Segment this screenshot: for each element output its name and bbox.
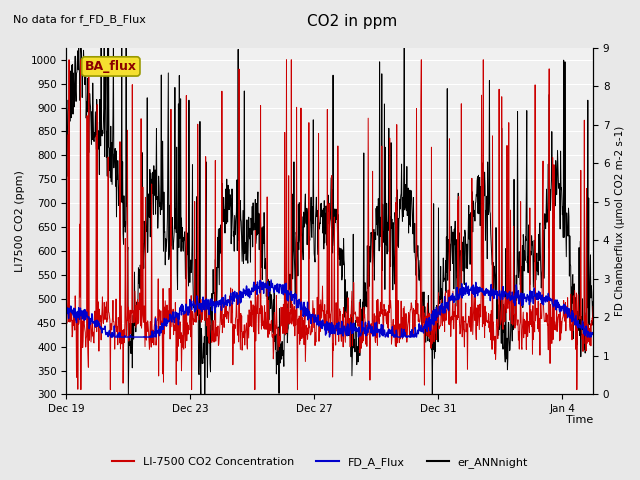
Y-axis label: FD Chamberflux (μmol CO2 m-2 s-1): FD Chamberflux (μmol CO2 m-2 s-1) [615, 126, 625, 316]
Text: No data for f_FD_B_Flux: No data for f_FD_B_Flux [13, 14, 146, 25]
Legend: LI-7500 CO2 Concentration, FD_A_Flux, er_ANNnight: LI-7500 CO2 Concentration, FD_A_Flux, er… [108, 452, 532, 472]
Text: Time: Time [566, 415, 593, 425]
Text: CO2 in ppm: CO2 in ppm [307, 14, 397, 29]
Y-axis label: LI7500 CO2 (ppm): LI7500 CO2 (ppm) [15, 170, 25, 272]
Text: BA_flux: BA_flux [85, 60, 137, 73]
